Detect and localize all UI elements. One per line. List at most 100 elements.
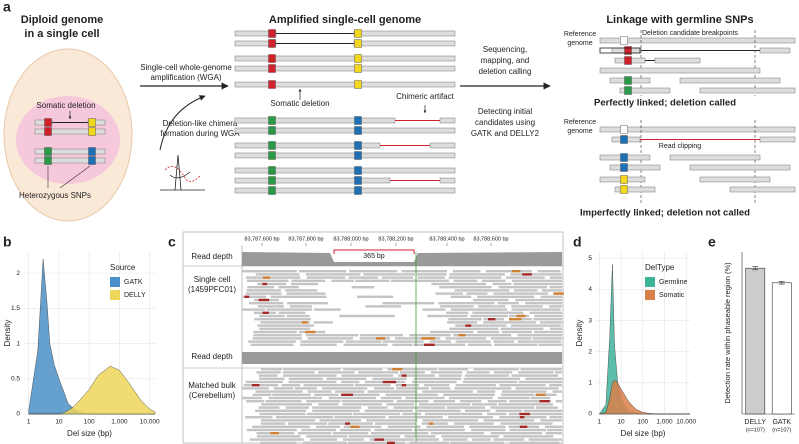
read xyxy=(483,321,537,324)
read xyxy=(257,282,287,286)
read xyxy=(449,327,499,330)
read xyxy=(381,276,413,279)
read xyxy=(247,286,275,289)
read xyxy=(416,273,447,276)
x-tick-label: GATK xyxy=(772,419,791,426)
label: Perfectly linked; deletion called xyxy=(594,98,736,109)
chromosome xyxy=(669,154,761,161)
mismatch xyxy=(392,368,403,371)
bar xyxy=(771,282,792,415)
read xyxy=(415,438,439,441)
read xyxy=(266,308,313,311)
mismatch xyxy=(374,438,385,441)
read xyxy=(472,403,497,406)
snp xyxy=(268,126,276,135)
read xyxy=(242,387,269,390)
read xyxy=(369,438,415,441)
read xyxy=(453,334,512,337)
read xyxy=(318,371,355,374)
label: genome xyxy=(567,40,592,47)
x-tick-label: 1,000 xyxy=(111,419,128,426)
panel-label: c xyxy=(168,234,176,250)
read xyxy=(490,432,543,435)
read xyxy=(259,412,306,416)
error-bar xyxy=(778,281,785,285)
snp xyxy=(354,29,362,38)
read xyxy=(535,406,558,409)
read xyxy=(253,334,302,337)
snp xyxy=(624,56,632,65)
read xyxy=(509,441,560,444)
read xyxy=(529,311,562,314)
snp xyxy=(268,116,276,125)
read xyxy=(528,438,562,441)
read xyxy=(541,289,562,292)
read xyxy=(549,286,562,289)
read xyxy=(515,387,559,390)
label: mapping, and xyxy=(481,56,529,65)
snp xyxy=(268,151,276,160)
read xyxy=(477,390,496,393)
read xyxy=(409,441,449,444)
read xyxy=(545,432,562,435)
read xyxy=(255,409,307,412)
track-label: Read depth xyxy=(191,352,232,361)
ruler-label: 83,788,000 bp xyxy=(333,236,368,242)
read xyxy=(416,409,461,412)
read xyxy=(421,422,448,425)
read xyxy=(426,425,465,428)
read xyxy=(349,270,398,273)
y-tick-label: 0.5 xyxy=(11,376,20,383)
x-tick-label: 100 xyxy=(637,419,648,426)
read xyxy=(372,377,407,380)
read xyxy=(540,419,562,422)
snp xyxy=(268,80,276,89)
read xyxy=(348,276,379,279)
read xyxy=(509,400,552,403)
read xyxy=(261,419,316,422)
read xyxy=(316,425,341,428)
read xyxy=(343,368,383,371)
read xyxy=(422,390,473,393)
x-tick-label: 10,000 xyxy=(140,419,160,426)
read xyxy=(424,412,483,416)
read xyxy=(412,380,457,384)
read xyxy=(473,368,519,371)
read xyxy=(477,330,500,334)
snp xyxy=(354,80,362,89)
read xyxy=(355,279,390,282)
read xyxy=(454,289,510,292)
read xyxy=(422,419,479,422)
ruler-label: 83,788,600 bp xyxy=(473,236,508,242)
read xyxy=(393,406,446,409)
read xyxy=(260,321,311,324)
read xyxy=(360,334,404,337)
legend-label: DELLY xyxy=(124,292,146,299)
mismatch xyxy=(519,425,528,428)
read xyxy=(501,393,535,396)
read xyxy=(259,327,310,330)
read xyxy=(449,273,505,276)
label: Read clipping xyxy=(659,143,702,150)
mismatch xyxy=(258,298,270,302)
read xyxy=(482,279,506,282)
mismatch xyxy=(345,422,351,425)
chromosome xyxy=(699,87,796,94)
chromosome xyxy=(234,55,456,62)
x-tick-label: 100 xyxy=(84,419,95,426)
read xyxy=(288,380,337,384)
chromosome xyxy=(353,40,456,47)
read xyxy=(498,403,553,406)
read xyxy=(396,387,429,390)
read xyxy=(373,387,395,390)
chromosome xyxy=(87,119,106,126)
read xyxy=(354,384,391,387)
read xyxy=(290,282,319,286)
read xyxy=(305,334,359,337)
panel-label: b xyxy=(3,234,12,250)
read xyxy=(246,289,281,292)
read xyxy=(286,292,326,295)
chromosome xyxy=(234,187,456,194)
title: Linkage with germline SNPs xyxy=(606,14,753,26)
legend-title: DelType xyxy=(645,263,675,272)
